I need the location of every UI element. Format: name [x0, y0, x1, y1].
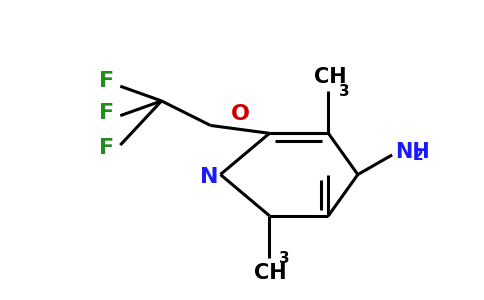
Text: 2: 2: [413, 148, 424, 164]
Text: N: N: [200, 167, 218, 188]
Text: CH: CH: [254, 263, 287, 283]
Text: 3: 3: [279, 251, 290, 266]
Text: NH: NH: [395, 142, 430, 162]
Text: O: O: [230, 103, 250, 124]
Text: CH: CH: [314, 67, 347, 87]
Text: 3: 3: [339, 84, 350, 99]
Text: F: F: [99, 103, 114, 123]
Text: F: F: [99, 138, 114, 158]
Text: F: F: [99, 71, 114, 91]
